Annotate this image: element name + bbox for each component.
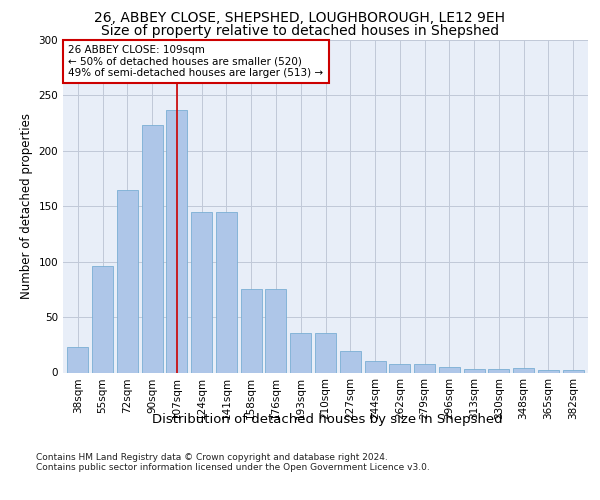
Bar [67,347,88,372]
Bar [389,364,410,372]
Bar [92,266,113,372]
Text: 26, ABBEY CLOSE, SHEPSHED, LOUGHBOROUGH, LE12 9EH: 26, ABBEY CLOSE, SHEPSHED, LOUGHBOROUGH,… [95,11,505,25]
Bar [166,110,187,372]
Bar [439,367,460,372]
Text: 26 ABBEY CLOSE: 109sqm
← 50% of detached houses are smaller (520)
49% of semi-de: 26 ABBEY CLOSE: 109sqm ← 50% of detached… [68,45,323,78]
Bar [290,332,311,372]
Bar [117,190,138,372]
Bar [488,369,509,372]
Bar [414,364,435,372]
Text: Size of property relative to detached houses in Shepshed: Size of property relative to detached ho… [101,24,499,38]
Bar [563,370,584,372]
Bar [365,362,386,372]
Bar [142,126,163,372]
Bar [265,290,286,372]
Text: Distribution of detached houses by size in Shepshed: Distribution of detached houses by size … [152,412,502,426]
Bar [315,332,336,372]
Bar [241,290,262,372]
Y-axis label: Number of detached properties: Number of detached properties [20,114,33,299]
Bar [340,352,361,372]
Bar [538,370,559,372]
Bar [191,212,212,372]
Bar [513,368,534,372]
Bar [464,369,485,372]
Text: Contains HM Land Registry data © Crown copyright and database right 2024.
Contai: Contains HM Land Registry data © Crown c… [36,452,430,472]
Bar [216,212,237,372]
